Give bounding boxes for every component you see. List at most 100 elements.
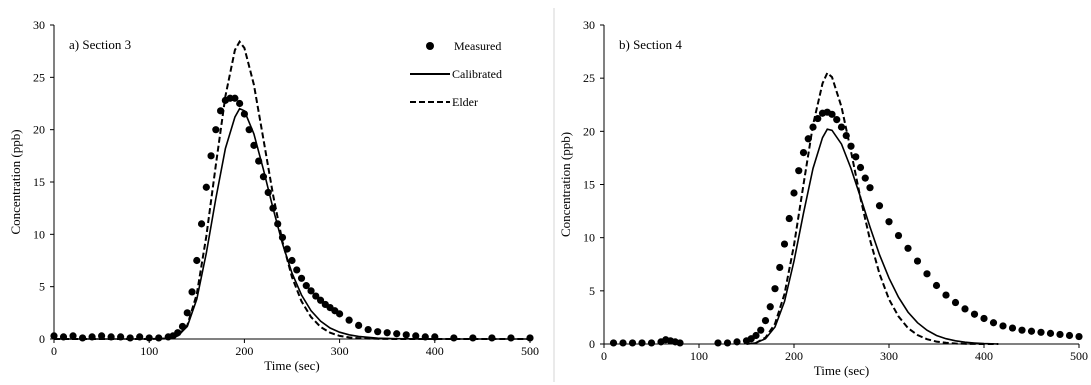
y-tick-label: 25 (583, 71, 595, 85)
measured-point (894, 231, 903, 240)
calibrated-series-line (746, 128, 999, 345)
y-tick-label: 30 (33, 18, 45, 32)
measured-point (383, 329, 391, 337)
measured-point (723, 339, 732, 347)
measured-point (1037, 328, 1045, 336)
measured-point (336, 310, 344, 318)
measured-point (989, 319, 998, 327)
measured-point (780, 240, 789, 248)
measured-point (1075, 332, 1083, 341)
measured-point (183, 309, 191, 317)
y-tick-label: 15 (33, 175, 45, 189)
measured-point (609, 339, 618, 347)
x-tick-label: 100 (140, 344, 158, 358)
measured-point (374, 328, 382, 336)
x-tick-label: 100 (690, 349, 708, 363)
measured-point (619, 339, 627, 347)
measured-point (761, 317, 770, 325)
measured-point (307, 287, 315, 295)
y-tick-label: 10 (33, 227, 45, 241)
y-tick-label: 30 (583, 18, 595, 32)
x-tick-label: 200 (785, 349, 803, 363)
measured-point (393, 330, 401, 338)
measured-point (188, 288, 196, 296)
elder-series-line (746, 71, 999, 345)
y-tick-label: 0 (39, 332, 45, 346)
measured-point (875, 202, 884, 210)
measured-point (1056, 330, 1064, 339)
measured-point (69, 332, 77, 340)
measured-point (951, 298, 960, 307)
measured-point (488, 334, 496, 342)
measured-point (312, 292, 320, 300)
measured-point (178, 322, 187, 331)
measured-point (628, 339, 637, 347)
elder-series-line (54, 39, 530, 340)
measured-point (126, 334, 134, 342)
measured-point (526, 334, 534, 342)
measured-point (1046, 329, 1055, 337)
measured-point (733, 338, 741, 346)
measured-point (999, 322, 1007, 330)
measured-point (412, 332, 420, 340)
measured-point (776, 263, 784, 272)
y-axis-label: Concentration (ppb) (8, 129, 23, 234)
x-tick-label: 500 (521, 344, 539, 358)
panel-annotation: a) Section 3 (69, 37, 131, 52)
measured-point (932, 281, 941, 290)
measured-point (861, 174, 869, 182)
x-tick-label: 400 (426, 344, 444, 358)
measured-point (804, 135, 812, 143)
x-tick-label: 300 (880, 349, 898, 363)
y-tick-label: 20 (33, 123, 45, 137)
measured-point (837, 123, 846, 131)
measured-point (98, 332, 106, 340)
measured-point (302, 282, 310, 290)
measured-point (647, 339, 656, 347)
measured-point (288, 256, 296, 265)
legend-label-measured: Measured (454, 39, 501, 53)
measured-point (207, 152, 215, 160)
measured-point (904, 244, 912, 252)
x-tick-label: 0 (601, 349, 607, 363)
y-tick-label: 15 (583, 178, 595, 192)
y-tick-label: 20 (583, 124, 595, 138)
measured-point (766, 303, 774, 311)
measured-point (202, 183, 210, 191)
measured-point (866, 184, 874, 192)
y-axis-label: Concentration (ppb) (558, 132, 573, 237)
measured-point (1018, 326, 1026, 334)
measured-point (78, 334, 87, 342)
legend-label-calibrated: Calibrated (452, 67, 502, 81)
measured-point (757, 326, 765, 334)
x-axis-label: Time (sec) (814, 363, 870, 378)
measured-point (402, 331, 410, 339)
measured-point (814, 114, 822, 123)
measured-point (790, 189, 798, 197)
measured-point (942, 291, 950, 299)
measured-point (316, 296, 325, 304)
measured-point (507, 334, 515, 342)
measured-point (785, 214, 793, 223)
measured-point (856, 163, 865, 172)
measured-point (638, 339, 646, 347)
y-tick-label: 5 (589, 284, 595, 298)
measured-point (676, 339, 684, 347)
measured-point (450, 334, 458, 342)
x-tick-label: 200 (235, 344, 253, 358)
measured-point (771, 285, 779, 293)
measured-point (752, 331, 760, 340)
measured-point (1065, 331, 1074, 340)
measured-point (50, 332, 58, 340)
legend-label-elder: Elder (452, 95, 478, 109)
y-tick-label: 5 (39, 280, 45, 294)
measured-point (980, 314, 988, 323)
measured-point (923, 270, 931, 278)
y-tick-label: 0 (589, 337, 595, 351)
x-tick-label: 500 (1070, 349, 1088, 363)
measured-point (714, 339, 722, 347)
measured-point (193, 256, 201, 265)
